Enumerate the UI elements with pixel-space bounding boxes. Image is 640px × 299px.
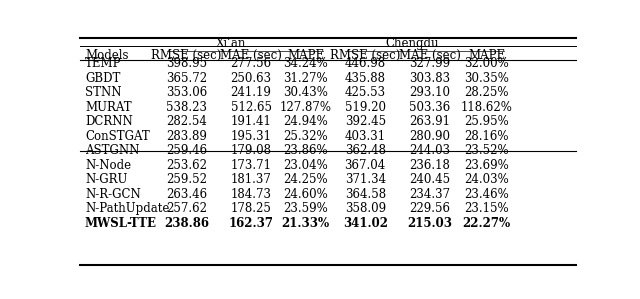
Text: 215.03: 215.03 bbox=[407, 216, 452, 230]
Text: Xi’an: Xi’an bbox=[216, 37, 246, 50]
Text: 353.06: 353.06 bbox=[166, 86, 207, 99]
Text: 23.69%: 23.69% bbox=[465, 158, 509, 172]
Text: 293.10: 293.10 bbox=[409, 86, 450, 99]
Text: N-PathUpdate: N-PathUpdate bbox=[85, 202, 170, 215]
Text: MAPE: MAPE bbox=[287, 49, 324, 62]
Text: 31.27%: 31.27% bbox=[284, 71, 328, 85]
Text: 195.31: 195.31 bbox=[230, 129, 271, 143]
Text: Models: Models bbox=[85, 49, 129, 62]
Text: 341.02: 341.02 bbox=[342, 216, 388, 230]
Text: 367.04: 367.04 bbox=[344, 158, 386, 172]
Text: 234.37: 234.37 bbox=[409, 187, 451, 201]
Text: 362.48: 362.48 bbox=[345, 144, 386, 157]
Text: 327.99: 327.99 bbox=[409, 57, 451, 70]
Text: 23.59%: 23.59% bbox=[284, 202, 328, 215]
Text: MAPE: MAPE bbox=[468, 49, 506, 62]
Text: Chengdu: Chengdu bbox=[385, 37, 439, 50]
Text: N-Node: N-Node bbox=[85, 158, 131, 172]
Text: MURAT: MURAT bbox=[85, 100, 132, 114]
Text: GBDT: GBDT bbox=[85, 71, 120, 85]
Text: 24.03%: 24.03% bbox=[465, 173, 509, 186]
Text: 282.54: 282.54 bbox=[166, 115, 207, 128]
Text: ConSTGAT: ConSTGAT bbox=[85, 129, 150, 143]
Text: 184.73: 184.73 bbox=[230, 187, 271, 201]
Text: 28.16%: 28.16% bbox=[465, 129, 509, 143]
Text: 32.00%: 32.00% bbox=[465, 57, 509, 70]
Text: 259.52: 259.52 bbox=[166, 173, 207, 186]
Text: 173.71: 173.71 bbox=[230, 158, 271, 172]
Text: 25.95%: 25.95% bbox=[465, 115, 509, 128]
Text: 425.53: 425.53 bbox=[344, 86, 386, 99]
Text: 398.95: 398.95 bbox=[166, 57, 207, 70]
Text: MAE (sec): MAE (sec) bbox=[399, 49, 461, 62]
Text: TEMP: TEMP bbox=[85, 57, 122, 70]
Text: 21.33%: 21.33% bbox=[282, 216, 330, 230]
Text: 30.43%: 30.43% bbox=[284, 86, 328, 99]
Text: 241.19: 241.19 bbox=[230, 86, 271, 99]
Text: 238.86: 238.86 bbox=[164, 216, 209, 230]
Text: 392.45: 392.45 bbox=[344, 115, 386, 128]
Text: DCRNN: DCRNN bbox=[85, 115, 132, 128]
Text: N-R-GCN: N-R-GCN bbox=[85, 187, 141, 201]
Text: 118.62%: 118.62% bbox=[461, 100, 513, 114]
Text: STNN: STNN bbox=[85, 86, 122, 99]
Text: 240.45: 240.45 bbox=[409, 173, 451, 186]
Text: 23.46%: 23.46% bbox=[465, 187, 509, 201]
Text: 178.25: 178.25 bbox=[230, 202, 271, 215]
Text: 263.91: 263.91 bbox=[409, 115, 450, 128]
Text: 253.62: 253.62 bbox=[166, 158, 207, 172]
Text: 303.83: 303.83 bbox=[409, 71, 451, 85]
Text: 538.23: 538.23 bbox=[166, 100, 207, 114]
Text: 162.37: 162.37 bbox=[228, 216, 274, 230]
Text: 23.86%: 23.86% bbox=[284, 144, 328, 157]
Text: 24.60%: 24.60% bbox=[284, 187, 328, 201]
Text: 371.34: 371.34 bbox=[344, 173, 386, 186]
Text: 22.27%: 22.27% bbox=[463, 216, 511, 230]
Text: 23.52%: 23.52% bbox=[465, 144, 509, 157]
Text: 24.94%: 24.94% bbox=[284, 115, 328, 128]
Text: 127.87%: 127.87% bbox=[280, 100, 332, 114]
Text: 263.46: 263.46 bbox=[166, 187, 207, 201]
Text: 191.41: 191.41 bbox=[230, 115, 271, 128]
Text: RMSE (sec): RMSE (sec) bbox=[330, 49, 401, 62]
Text: RMSE (sec): RMSE (sec) bbox=[152, 49, 222, 62]
Text: 244.03: 244.03 bbox=[409, 144, 451, 157]
Text: 30.35%: 30.35% bbox=[464, 71, 509, 85]
Text: 259.46: 259.46 bbox=[166, 144, 207, 157]
Text: 403.31: 403.31 bbox=[344, 129, 386, 143]
Text: 181.37: 181.37 bbox=[230, 173, 271, 186]
Text: 503.36: 503.36 bbox=[409, 100, 451, 114]
Text: 277.56: 277.56 bbox=[230, 57, 272, 70]
Text: 358.09: 358.09 bbox=[344, 202, 386, 215]
Text: 446.98: 446.98 bbox=[344, 57, 386, 70]
Text: 179.08: 179.08 bbox=[230, 144, 271, 157]
Text: 34.24%: 34.24% bbox=[284, 57, 328, 70]
Text: 24.25%: 24.25% bbox=[284, 173, 328, 186]
Text: 435.88: 435.88 bbox=[345, 71, 386, 85]
Text: 250.63: 250.63 bbox=[230, 71, 272, 85]
Text: 229.56: 229.56 bbox=[409, 202, 450, 215]
Text: 23.15%: 23.15% bbox=[465, 202, 509, 215]
Text: 23.04%: 23.04% bbox=[284, 158, 328, 172]
Text: N-GRU: N-GRU bbox=[85, 173, 127, 186]
Text: 364.58: 364.58 bbox=[344, 187, 386, 201]
Text: 236.18: 236.18 bbox=[409, 158, 450, 172]
Text: MWSL-TTE: MWSL-TTE bbox=[85, 216, 157, 230]
Text: 28.25%: 28.25% bbox=[465, 86, 509, 99]
Text: 519.20: 519.20 bbox=[345, 100, 386, 114]
Text: 280.90: 280.90 bbox=[409, 129, 450, 143]
Text: 283.89: 283.89 bbox=[166, 129, 207, 143]
Text: 512.65: 512.65 bbox=[230, 100, 271, 114]
Text: 25.32%: 25.32% bbox=[284, 129, 328, 143]
Text: MAE (sec): MAE (sec) bbox=[220, 49, 282, 62]
Text: 257.62: 257.62 bbox=[166, 202, 207, 215]
Text: ASTGNN: ASTGNN bbox=[85, 144, 140, 157]
Text: 365.72: 365.72 bbox=[166, 71, 207, 85]
